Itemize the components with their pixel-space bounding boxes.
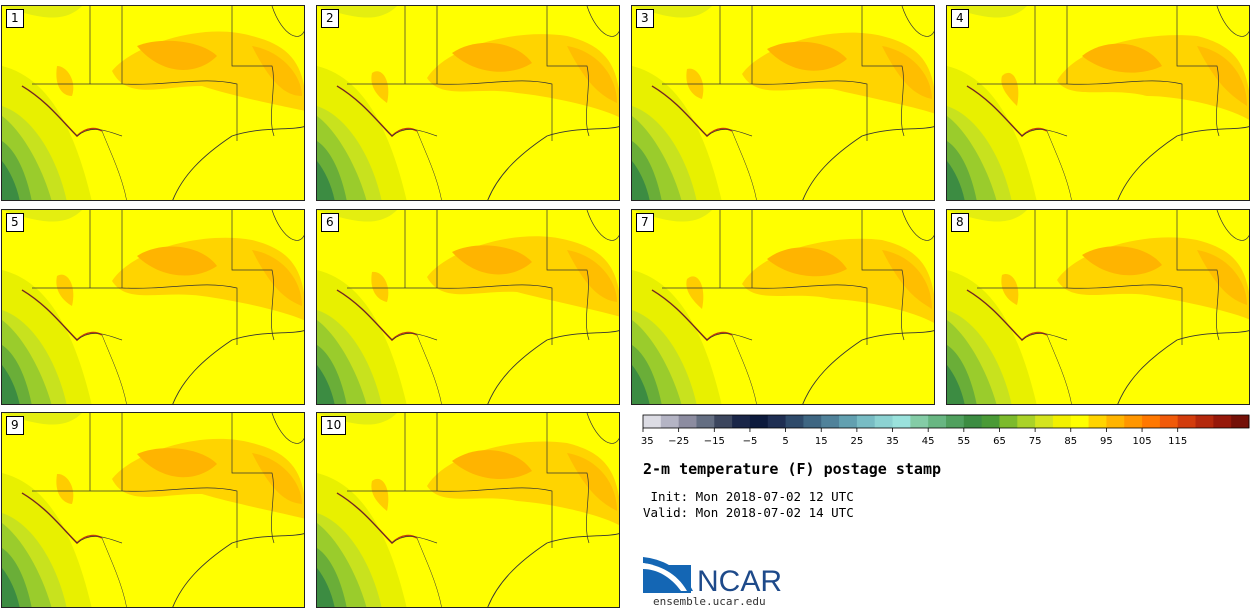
colorbar-svg: −35 −25 −15 −5 5 15 25 35 45 55 65 75 85 95 105 115 xyxy=(632,414,1250,447)
member-panel: 8 xyxy=(946,209,1250,405)
colorbar-segment xyxy=(821,415,840,428)
colorbar-segment xyxy=(732,415,751,428)
colorbar-segment xyxy=(660,415,680,428)
site-url: ensemble.ucar.edu xyxy=(653,595,766,608)
temperature-map xyxy=(632,210,934,404)
temperature-map xyxy=(2,6,304,200)
colorbar-segment xyxy=(785,415,804,428)
colorbar-segment xyxy=(749,415,769,428)
member-panel: 7 xyxy=(631,209,935,405)
temperature-map xyxy=(2,413,304,607)
init-time: Init: Mon 2018-07-02 12 UTC xyxy=(643,489,854,504)
temperature-map xyxy=(317,6,619,200)
colorbar-tick-label: 35 xyxy=(886,436,899,447)
colorbar-segment xyxy=(714,415,733,428)
member-number: 7 xyxy=(636,213,654,232)
colorbar-tick-label: 85 xyxy=(1064,436,1077,447)
member-number: 5 xyxy=(6,213,24,232)
colorbar-tick-label: −25 xyxy=(668,436,689,447)
member-panel: 4 xyxy=(946,5,1250,201)
member-panel: 10 xyxy=(316,412,620,608)
colorbar-tick-label: 95 xyxy=(1100,436,1113,447)
colorbar-segment xyxy=(892,415,911,428)
member-panel: 6 xyxy=(316,209,620,405)
colorbar-segment xyxy=(643,415,662,428)
figure-title: 2-m temperature (F) postage stamp xyxy=(643,460,942,478)
member-number: 2 xyxy=(321,9,339,28)
member-number: 6 xyxy=(321,213,339,232)
logo-text: NCAR xyxy=(697,565,782,595)
colorbar-tick-label: −15 xyxy=(704,436,725,447)
colorbar-segment xyxy=(1035,415,1054,428)
colorbar-segment xyxy=(874,415,894,428)
colorbar-tick-label: 75 xyxy=(1029,436,1042,447)
member-number: 4 xyxy=(951,9,969,28)
colorbar-segment xyxy=(856,415,876,428)
colorbar-segment xyxy=(963,415,983,428)
colorbar-tick-label: 55 xyxy=(957,436,970,447)
colorbar-segment xyxy=(1017,415,1036,428)
member-number: 1 xyxy=(6,9,24,28)
member-number: 8 xyxy=(951,213,969,232)
colorbar-tick-label: 105 xyxy=(1133,436,1152,447)
member-number: 3 xyxy=(636,9,654,28)
colorbar-segment xyxy=(1177,415,1197,428)
colorbar-segment xyxy=(803,415,822,428)
temperature-map xyxy=(947,6,1249,200)
colorbar-tick-label: 15 xyxy=(815,436,828,447)
temperature-map xyxy=(947,210,1249,404)
temperature-colorbar: −35 −25 −15 −5 5 15 25 35 45 55 65 75 85 95 105 115 xyxy=(632,414,1252,454)
temperature-map xyxy=(2,210,304,404)
colorbar-segment xyxy=(767,415,787,428)
colorbar-segment xyxy=(1124,415,1143,428)
temperature-map xyxy=(317,210,619,404)
colorbar-segment xyxy=(678,415,697,428)
colorbar-segment xyxy=(696,415,715,428)
colorbar-segment xyxy=(1213,415,1232,428)
colorbar-tick-label: 5 xyxy=(782,436,788,447)
colorbar-segment xyxy=(999,415,1018,428)
member-panel: 3 xyxy=(631,5,935,201)
ncar-logo: NCAR xyxy=(641,553,801,599)
colorbar-segment xyxy=(1159,415,1179,428)
colorbar-tick-label: 115 xyxy=(1168,436,1187,447)
colorbar-segment xyxy=(1088,415,1107,428)
colorbar-tick-label: 65 xyxy=(993,436,1006,447)
colorbar-segment xyxy=(1106,415,1125,428)
colorbar-segment xyxy=(1052,415,1072,428)
valid-time: Valid: Mon 2018-07-02 14 UTC xyxy=(643,505,854,520)
colorbar-segment xyxy=(981,415,1000,428)
member-panel: 2 xyxy=(316,5,620,201)
temperature-map xyxy=(317,413,619,607)
member-panel: 5 xyxy=(1,209,305,405)
colorbar-segment xyxy=(1070,415,1090,428)
colorbar-tick-label: −5 xyxy=(743,436,758,447)
colorbar-segment xyxy=(1231,415,1250,428)
member-number: 9 xyxy=(6,416,24,435)
member-panel: 9 xyxy=(1,412,305,608)
colorbar-tick-label: −35 xyxy=(640,436,654,447)
colorbar-segment xyxy=(946,415,965,428)
member-panel: 1 xyxy=(1,5,305,201)
colorbar-segment xyxy=(910,415,929,428)
colorbar-segment xyxy=(1195,415,1214,428)
colorbar-tick-label: 25 xyxy=(851,436,864,447)
member-number: 10 xyxy=(321,416,347,435)
colorbar-segment xyxy=(1142,415,1161,428)
colorbar-segment xyxy=(928,415,947,428)
temperature-map xyxy=(632,6,934,200)
colorbar-segment xyxy=(839,415,858,428)
colorbar-tick-label: 45 xyxy=(922,436,935,447)
